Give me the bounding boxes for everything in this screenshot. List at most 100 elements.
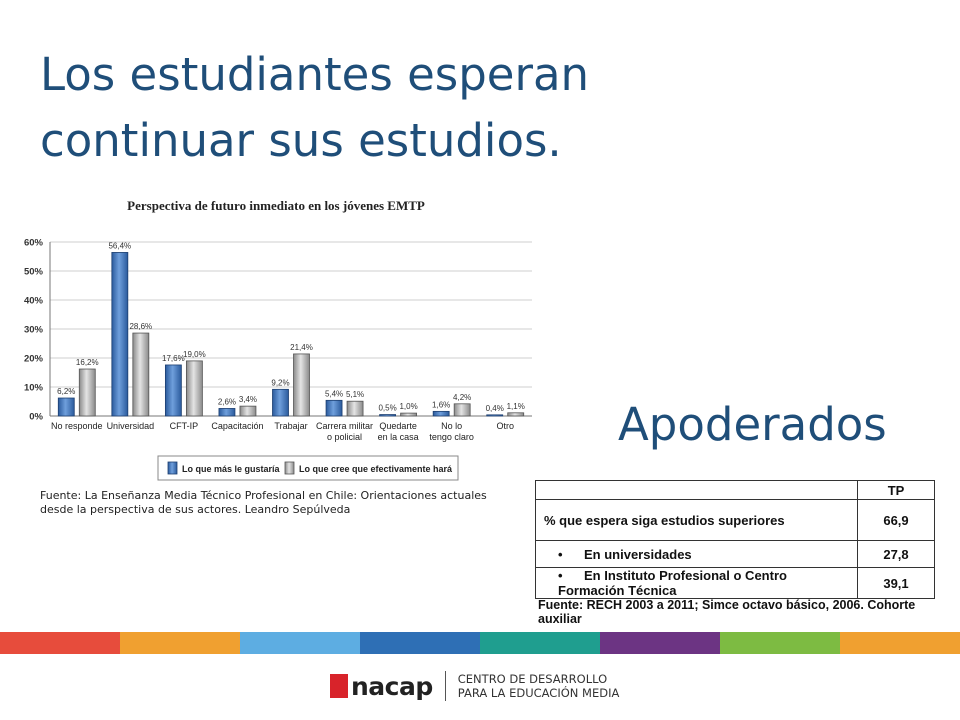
- legend-swatch: [167, 461, 178, 475]
- table-row: % que espera siga estudios superiores 66…: [535, 499, 935, 541]
- x-tick-label: en la casa: [378, 432, 419, 442]
- bar: [453, 403, 471, 417]
- data-label: 17,6%: [162, 354, 185, 363]
- y-tick-label: 60%: [24, 238, 44, 249]
- bullet-icon: •: [558, 546, 563, 562]
- stripe-segment: [240, 632, 360, 654]
- tp-row-value: 27,8: [857, 540, 935, 568]
- bar: [239, 405, 257, 417]
- stripe-segment: [480, 632, 600, 654]
- tp-row-label: En universidades: [584, 546, 692, 562]
- title-line-1: Los estudiantes esperan: [40, 48, 590, 101]
- logo-subtitle-line-1: CENTRO DE DESARROLLO: [457, 672, 608, 686]
- bar: [293, 353, 310, 417]
- legend-box: [157, 455, 459, 481]
- data-label: 1,0%: [399, 402, 417, 411]
- logo-subtitle-line-2: PARA LA EDUCACIÓN MEDIA: [457, 686, 620, 700]
- data-label: 3,4%: [239, 395, 257, 404]
- tp-table: TP % que espera siga estudios superiores…: [535, 480, 935, 599]
- bar: [379, 414, 397, 417]
- stripe-segment: [120, 632, 240, 654]
- y-tick-label: 50%: [24, 267, 44, 278]
- apoderados-heading: Apoderados: [618, 398, 887, 451]
- stripe-segment: [600, 632, 720, 654]
- table-row: • En Instituto Profesional o Centro Forma…: [535, 567, 935, 599]
- stripe-segment: [360, 632, 480, 654]
- data-label: 5,4%: [325, 389, 343, 398]
- bar: [432, 410, 450, 417]
- x-tick-label: Quedarte: [379, 421, 417, 431]
- table-row: • En universidades 27,8: [535, 540, 935, 568]
- logo-subtitle: CENTRO DE DESARROLLO PARA LA EDUCACIÓN M…: [458, 672, 620, 700]
- stripe-segment: [0, 632, 120, 654]
- tp-row-value: 39,1: [857, 567, 935, 599]
- stripe-segment: [720, 632, 840, 654]
- x-tick-label: o policial: [327, 432, 362, 442]
- x-tick-label: Carrera militar: [316, 421, 373, 431]
- y-tick-label: 40%: [24, 296, 44, 307]
- data-label: 0,5%: [378, 404, 396, 413]
- tp-table-header-row: TP: [535, 480, 935, 500]
- bar: [218, 408, 236, 417]
- data-label: 0,4%: [486, 404, 504, 413]
- logo-wordmark: nacap: [351, 671, 433, 701]
- slide-title: Los estudiantes esperan continuar sus es…: [40, 42, 680, 174]
- bar: [78, 368, 96, 417]
- chart-source-note: Fuente: La Enseñanza Media Técnico Profe…: [40, 489, 487, 516]
- x-tick-label: Trabajar: [274, 421, 307, 431]
- tp-row-label: En Instituto Profesional o Centro Formac…: [558, 568, 787, 598]
- data-label: 16,2%: [76, 358, 99, 367]
- y-tick-label: 20%: [24, 354, 44, 365]
- bar: [111, 252, 129, 417]
- data-label: 6,2%: [57, 387, 75, 396]
- legend-label: Lo que más le gustaría: [182, 464, 281, 474]
- y-tick-label: 0%: [29, 412, 43, 423]
- data-label: 9,2%: [271, 378, 289, 387]
- tp-row-value: 66,9: [857, 499, 935, 541]
- x-tick-label: No responde: [51, 421, 103, 431]
- logo-mark-icon: [330, 674, 348, 698]
- bar: [400, 412, 418, 417]
- bar-chart: Perspectiva de futuro inmediato en los j…: [10, 186, 540, 486]
- chart-title: Perspectiva de futuro inmediato en los j…: [127, 198, 425, 213]
- bar: [164, 364, 182, 417]
- x-tick-label: Capacitación: [211, 421, 263, 431]
- bar: [325, 399, 343, 417]
- data-label: 56,4%: [108, 241, 131, 250]
- data-label: 4,2%: [453, 393, 471, 402]
- bar: [486, 414, 504, 417]
- data-label: 21,4%: [290, 343, 313, 352]
- tp-table-header-blank: [535, 480, 858, 500]
- bar: [346, 400, 364, 417]
- bar: [132, 332, 150, 417]
- legend-swatch: [284, 461, 295, 475]
- data-label: 2,6%: [218, 397, 236, 406]
- bar: [185, 360, 203, 417]
- y-tick-label: 10%: [24, 383, 44, 394]
- tp-table-header: TP: [857, 480, 935, 500]
- stripe-segment: [840, 632, 960, 654]
- logo-divider: [444, 671, 446, 701]
- inacap-logo: nacap CENTRO DE DESARROLLO PARA LA EDUCA…: [330, 668, 619, 704]
- x-tick-label: No lo: [441, 421, 462, 431]
- data-label: 5,1%: [346, 390, 364, 399]
- title-line-2: continuar sus estudios.: [40, 114, 562, 167]
- tp-row-label-cell: • En universidades: [535, 540, 858, 568]
- legend-label: Lo que cree que efectivamente hará: [299, 464, 453, 474]
- footer-color-stripe: [0, 632, 960, 654]
- data-label: 19,0%: [183, 350, 206, 359]
- data-label: 1,1%: [507, 402, 525, 411]
- bar: [57, 397, 75, 417]
- y-tick-label: 30%: [24, 325, 44, 336]
- x-tick-label: Otro: [496, 421, 514, 431]
- x-tick-label: CFT-IP: [170, 421, 199, 431]
- bullet-icon: •: [558, 568, 563, 583]
- data-label: 1,6%: [432, 400, 450, 409]
- tp-table-source: Fuente: RECH 2003 a 2011; Simce octavo b…: [538, 598, 916, 626]
- bar-chart-svg: Perspectiva de futuro inmediato en los j…: [24, 198, 532, 481]
- bar: [507, 412, 525, 417]
- x-tick-label: Universidad: [107, 421, 155, 431]
- x-tick-label: tengo claro: [429, 432, 474, 442]
- bar: [272, 388, 289, 417]
- data-label: 28,6%: [129, 322, 152, 331]
